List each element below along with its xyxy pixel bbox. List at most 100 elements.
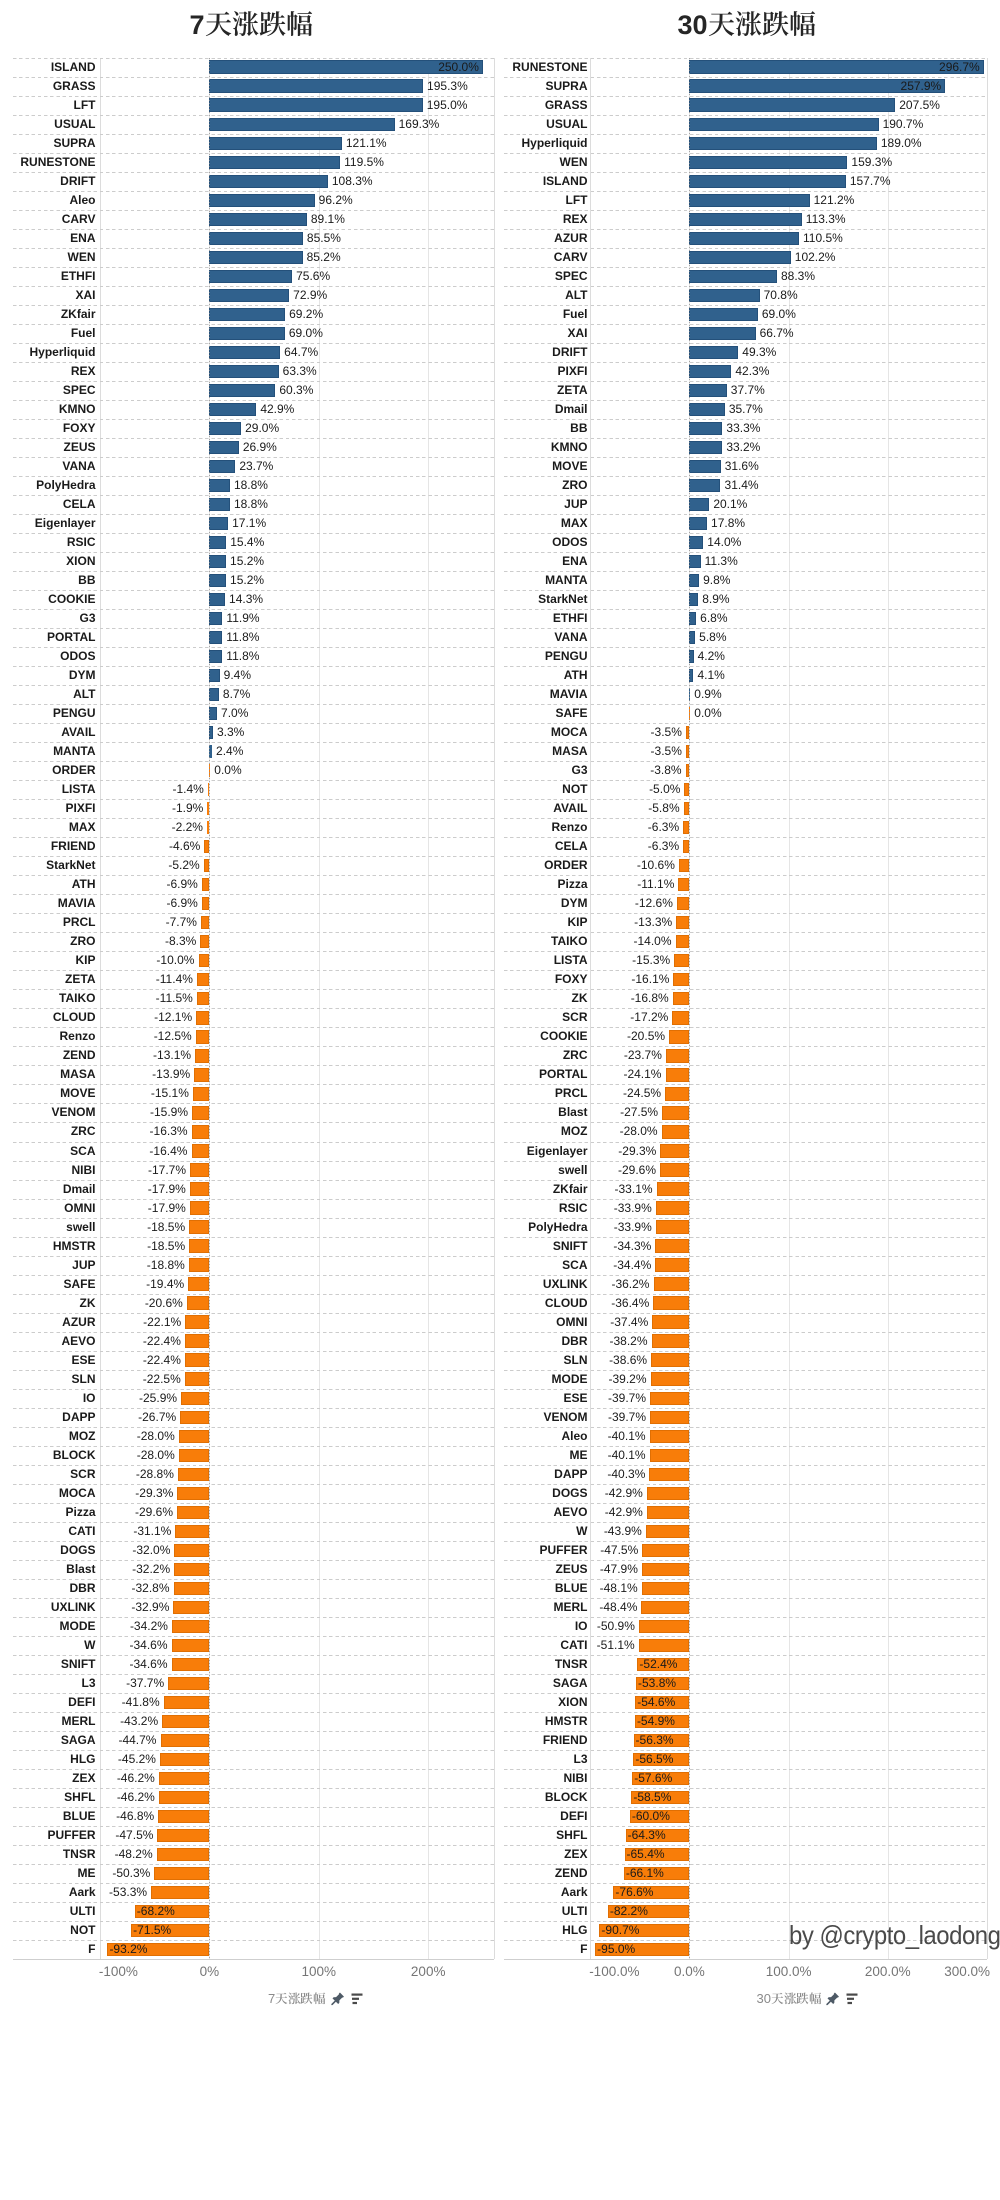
bar-W[interactable] bbox=[645, 1524, 690, 1538]
bar-KMNO[interactable] bbox=[209, 402, 257, 417]
bar-CLOUD[interactable] bbox=[653, 1296, 690, 1310]
bar-VANA[interactable] bbox=[209, 459, 236, 474]
bar-HMSTR[interactable] bbox=[189, 1239, 210, 1253]
bar-XION[interactable] bbox=[209, 554, 226, 569]
bar-ZRO[interactable] bbox=[200, 935, 210, 949]
bar-DOGS[interactable] bbox=[174, 1543, 210, 1557]
bar-Pizza[interactable] bbox=[177, 1505, 210, 1519]
bar-GRASS[interactable] bbox=[209, 79, 424, 93]
bar-CELA[interactable] bbox=[209, 497, 230, 512]
bar-AEVO[interactable] bbox=[184, 1334, 210, 1348]
bar-DRIFT[interactable] bbox=[209, 174, 328, 188]
bar-DRIFT[interactable] bbox=[689, 345, 739, 359]
bar-TAIKO[interactable] bbox=[196, 992, 210, 1006]
bar-SUPRA[interactable] bbox=[209, 136, 342, 150]
bar-ENA[interactable] bbox=[209, 231, 303, 245]
bar-MOVE[interactable] bbox=[192, 1087, 210, 1101]
bar-FRIEND[interactable] bbox=[633, 1733, 690, 1748]
bar-CLOUD[interactable] bbox=[196, 1011, 210, 1025]
bar-XION[interactable] bbox=[635, 1695, 690, 1710]
bar-Pizza[interactable] bbox=[678, 878, 690, 892]
bar-ZKfair[interactable] bbox=[656, 1182, 690, 1196]
bar-ULTI[interactable] bbox=[134, 1904, 210, 1919]
bar-AVAIL[interactable] bbox=[683, 802, 690, 816]
bar-COOKIE[interactable] bbox=[669, 1030, 690, 1044]
bar-CELA[interactable] bbox=[683, 840, 690, 854]
bar-TAIKO[interactable] bbox=[675, 935, 690, 949]
bar-LFT[interactable] bbox=[689, 193, 810, 207]
bar-ZETA[interactable] bbox=[689, 383, 727, 398]
bar-SCR[interactable] bbox=[672, 1011, 690, 1025]
bar-MAX[interactable] bbox=[689, 516, 708, 531]
bar-SAFE[interactable] bbox=[188, 1277, 210, 1291]
bar-SHFL[interactable] bbox=[625, 1828, 690, 1843]
bar-PUFFER[interactable] bbox=[157, 1828, 210, 1843]
bar-Hyperliquid[interactable] bbox=[689, 136, 877, 150]
bar-SCA[interactable] bbox=[191, 1144, 210, 1158]
bar-XAI[interactable] bbox=[689, 326, 756, 340]
bar-Aleo[interactable] bbox=[649, 1429, 690, 1443]
bar-ISLAND[interactable] bbox=[689, 174, 846, 188]
bar-SNIFT[interactable] bbox=[171, 1657, 210, 1672]
bar-MAX[interactable] bbox=[207, 821, 210, 835]
pin-icon[interactable] bbox=[330, 1991, 345, 2006]
bar-BLOCK[interactable] bbox=[631, 1790, 690, 1805]
bar-ATH[interactable] bbox=[201, 878, 210, 892]
bar-G3[interactable] bbox=[209, 611, 223, 626]
bar-ZRC[interactable] bbox=[665, 1049, 690, 1063]
bar-DEFI[interactable] bbox=[629, 1809, 690, 1824]
bar-ENA[interactable] bbox=[689, 554, 701, 569]
bar-MERL[interactable] bbox=[641, 1600, 690, 1614]
bar-MOZ[interactable] bbox=[178, 1429, 210, 1443]
bar-RSIC[interactable] bbox=[209, 535, 227, 550]
bar-G3[interactable] bbox=[685, 764, 690, 778]
bar-Dmail[interactable] bbox=[689, 402, 725, 417]
bar-PENGU[interactable] bbox=[209, 706, 218, 721]
bar-COOKIE[interactable] bbox=[209, 592, 225, 607]
bar-ODOS[interactable] bbox=[209, 649, 223, 664]
bar-UXLINK[interactable] bbox=[653, 1277, 690, 1291]
bar-L3[interactable] bbox=[633, 1752, 690, 1767]
bar-PUFFER[interactable] bbox=[642, 1543, 690, 1557]
bar-ZEX[interactable] bbox=[624, 1847, 690, 1862]
bar-PIXFI[interactable] bbox=[689, 364, 732, 378]
bar-NIBI[interactable] bbox=[190, 1163, 210, 1177]
bar-SLN[interactable] bbox=[184, 1372, 210, 1386]
bar-CATI[interactable] bbox=[638, 1638, 690, 1653]
bar-ZRC[interactable] bbox=[191, 1125, 210, 1139]
bar-BLUE[interactable] bbox=[158, 1809, 210, 1824]
bar-ZEND[interactable] bbox=[195, 1049, 210, 1063]
bar-MODE[interactable] bbox=[650, 1372, 690, 1386]
bar-MANTA[interactable] bbox=[209, 744, 212, 759]
bar-FOXY[interactable] bbox=[209, 421, 242, 436]
bar-HLG[interactable] bbox=[160, 1752, 210, 1767]
bar-L3[interactable] bbox=[168, 1676, 210, 1691]
bar-BB[interactable] bbox=[209, 573, 226, 588]
bar-Eigenlayer[interactable] bbox=[209, 516, 229, 531]
bar-ORDER[interactable] bbox=[678, 859, 690, 873]
bar-ALT[interactable] bbox=[209, 687, 219, 702]
bar-DAPP[interactable] bbox=[180, 1410, 210, 1424]
bar-ZKfair[interactable] bbox=[209, 307, 286, 321]
bar-MOCA[interactable] bbox=[685, 725, 690, 740]
bar-PolyHedra[interactable] bbox=[209, 478, 230, 493]
bar-MAVIA[interactable] bbox=[201, 897, 210, 911]
bar-BLUE[interactable] bbox=[641, 1581, 690, 1595]
bar-SCA[interactable] bbox=[655, 1258, 690, 1272]
bar-PRCL[interactable] bbox=[201, 916, 210, 930]
bar-NOT[interactable] bbox=[684, 783, 690, 797]
bar-WEN[interactable] bbox=[689, 155, 848, 169]
bar-swell[interactable] bbox=[189, 1220, 210, 1234]
bar-ETHFI[interactable] bbox=[689, 611, 697, 626]
bar-ME[interactable] bbox=[649, 1448, 690, 1462]
pin-icon[interactable] bbox=[826, 1991, 840, 2006]
bar-REX[interactable] bbox=[689, 212, 802, 226]
bar-Blast[interactable] bbox=[662, 1106, 690, 1120]
bar-F[interactable] bbox=[107, 1942, 210, 1957]
bar-WEN[interactable] bbox=[209, 250, 303, 264]
sort-descending-icon[interactable] bbox=[351, 1993, 363, 2005]
bar-Fuel[interactable] bbox=[209, 326, 285, 340]
bar-MASA[interactable] bbox=[194, 1068, 210, 1082]
bar-DBR[interactable] bbox=[173, 1581, 210, 1595]
bar-FRIEND[interactable] bbox=[204, 840, 210, 854]
